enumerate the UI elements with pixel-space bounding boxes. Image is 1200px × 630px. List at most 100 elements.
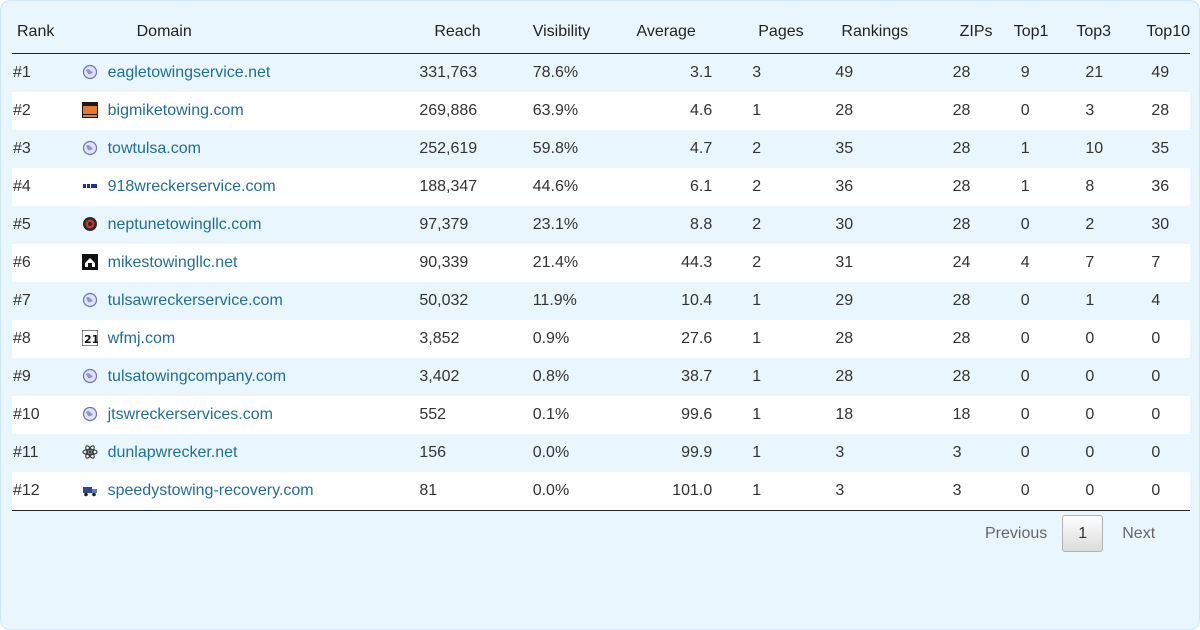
cell-rank: #12	[12, 472, 80, 511]
cell-zips: 28	[942, 168, 1014, 206]
column-header-top10[interactable]: Top10	[1143, 11, 1190, 54]
column-header-zips[interactable]: ZIPs	[942, 11, 1014, 54]
domain-link[interactable]: tulsawreckerservice.com	[107, 292, 283, 309]
cell-top3: 10	[1076, 130, 1144, 168]
cell-visibility: 11.9%	[522, 282, 629, 320]
cell-top1: 0	[1013, 396, 1077, 434]
column-header-top3[interactable]: Top3	[1076, 11, 1144, 54]
cell-top10: 0	[1143, 434, 1190, 472]
cell-domain: neptunetowingllc.com	[79, 206, 420, 244]
cell-average: 8.8	[628, 206, 747, 244]
column-header-pages[interactable]: Pages	[746, 11, 828, 54]
cell-rank: #6	[12, 244, 80, 282]
cell-reach: 331,763	[419, 53, 523, 92]
cell-domain: jtswreckerservices.com	[79, 396, 420, 434]
table-row: #9 tulsatowingcompany.com 3,402 0.8% 38.7 1 28…	[12, 358, 1190, 396]
cell-pages: 1	[746, 358, 828, 396]
table-row: #1 eagletowingservice.net 331,763 78.6% 3.1 3…	[12, 53, 1190, 92]
cell-visibility: 21.4%	[522, 244, 629, 282]
cell-rank: #7	[12, 282, 80, 320]
domain-link[interactable]: bigmiketowing.com	[107, 102, 244, 119]
cell-pages: 1	[746, 282, 828, 320]
cell-zips: 28	[942, 53, 1014, 92]
cell-rank: #10	[12, 396, 80, 434]
column-header-domain[interactable]: Domain	[79, 11, 420, 54]
cell-zips: 18	[942, 396, 1014, 434]
cell-average: 6.1	[628, 168, 747, 206]
column-header-average[interactable]: Average	[628, 11, 747, 54]
cell-visibility: 0.1%	[522, 396, 629, 434]
cell-rankings: 3	[827, 434, 943, 472]
cell-rankings: 28	[827, 92, 943, 130]
cell-average: 4.7	[628, 130, 747, 168]
cell-top10: 36	[1143, 168, 1190, 206]
cell-reach: 81	[419, 472, 523, 511]
domain-link[interactable]: jtswreckerservices.com	[107, 406, 273, 423]
cell-top3: 8	[1076, 168, 1144, 206]
cell-average: 27.6	[628, 320, 747, 358]
domain-link[interactable]: 918wreckerservice.com	[107, 178, 276, 195]
cell-top3: 0	[1076, 434, 1144, 472]
cell-visibility: 63.9%	[522, 92, 629, 130]
cell-top10: 0	[1143, 472, 1190, 511]
cell-top1: 0	[1013, 206, 1077, 244]
cell-domain: bigmiketowing.com	[79, 92, 420, 130]
domain-link[interactable]: neptunetowingllc.com	[107, 216, 262, 233]
cell-top3: 2	[1076, 206, 1144, 244]
next-page-button[interactable]: Next	[1122, 524, 1156, 542]
cell-top10: 7	[1143, 244, 1190, 282]
cell-rank: #11	[12, 434, 80, 472]
cell-visibility: 78.6%	[522, 53, 629, 92]
cell-top1: 1	[1013, 130, 1077, 168]
cell-zips: 28	[942, 206, 1014, 244]
cell-top10: 4	[1143, 282, 1190, 320]
table-row: #4 918wreckerservice.com 188,347 44.6% 6.1 2 3…	[12, 168, 1190, 206]
rankings-table: Rank Domain Reach Visibility Average Pag…	[12, 11, 1190, 511]
cell-rankings: 18	[827, 396, 943, 434]
cell-reach: 3,852	[419, 320, 523, 358]
column-header-rank[interactable]: Rank	[12, 11, 80, 54]
cell-top1: 4	[1013, 244, 1077, 282]
cell-top1: 0	[1013, 320, 1077, 358]
domain-link[interactable]: tulsatowingcompany.com	[107, 368, 287, 385]
cell-rankings: 31	[827, 244, 943, 282]
cell-rank: #3	[12, 130, 80, 168]
cell-zips: 24	[942, 244, 1014, 282]
domain-link[interactable]: towtulsa.com	[107, 140, 201, 157]
cell-domain: tulsatowingcompany.com	[79, 358, 420, 396]
page-1-button[interactable]: 1	[1062, 515, 1104, 552]
cell-top10: 35	[1143, 130, 1190, 168]
cell-visibility: 23.1%	[522, 206, 629, 244]
cell-pages: 2	[746, 206, 828, 244]
table-row: #6 mikestowingllc.net 90,339 21.4% 44.3 2 31 24…	[12, 244, 1190, 282]
cell-visibility: 0.0%	[522, 472, 629, 511]
domain-link[interactable]: eagletowingservice.net	[107, 64, 271, 81]
cell-top10: 30	[1143, 206, 1190, 244]
domain-link[interactable]: wfmj.com	[107, 330, 176, 347]
cell-top10: 49	[1143, 53, 1190, 92]
previous-page-button[interactable]: Previous	[985, 524, 1048, 542]
table-row: #5 neptunetowingllc.com 97,379 23.1% 8.8 2 30 2…	[12, 206, 1190, 244]
domain-link[interactable]: speedystowing-recovery.com	[107, 482, 314, 499]
domain-link[interactable]: mikestowingllc.net	[107, 254, 238, 271]
cell-top1: 1	[1013, 168, 1077, 206]
cell-domain: speedystowing-recovery.com	[79, 472, 420, 511]
cell-zips: 28	[942, 282, 1014, 320]
cell-rank: #8	[12, 320, 80, 358]
cell-average: 99.6	[628, 396, 747, 434]
cell-rank: #1	[12, 53, 80, 92]
cell-zips: 28	[942, 358, 1014, 396]
column-header-top1[interactable]: Top1	[1013, 11, 1077, 54]
domain-link[interactable]: dunlapwrecker.net	[107, 444, 238, 461]
table-row: #7 tulsawreckerservice.com 50,032 11.9% 10.4…	[12, 282, 1190, 320]
cell-reach: 97,379	[419, 206, 523, 244]
cell-top3: 3	[1076, 92, 1144, 130]
truck-logo-icon	[82, 482, 98, 498]
column-header-reach[interactable]: Reach	[419, 11, 523, 54]
column-header-visibility[interactable]: Visibility	[522, 11, 629, 54]
cell-average: 99.9	[628, 434, 747, 472]
cell-visibility: 0.0%	[522, 434, 629, 472]
918-logo-icon	[81, 178, 98, 194]
cell-rankings: 28	[827, 358, 943, 396]
column-header-rankings[interactable]: Rankings	[827, 11, 943, 54]
